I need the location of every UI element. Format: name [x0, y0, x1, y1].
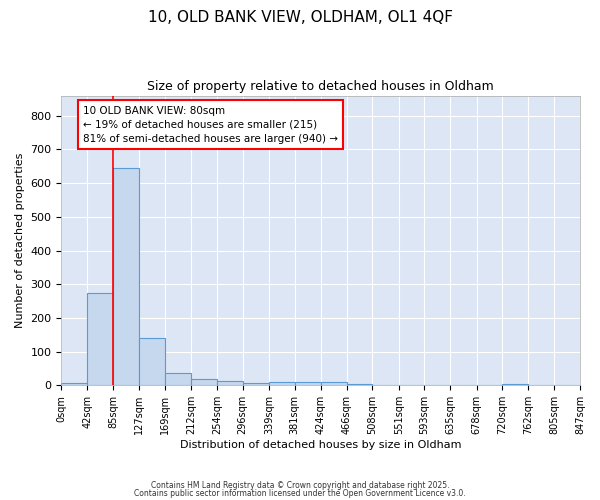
Bar [269, 382, 295, 386]
Bar [191, 380, 217, 386]
X-axis label: Distribution of detached houses by size in Oldham: Distribution of detached houses by size … [180, 440, 461, 450]
Bar [321, 382, 347, 386]
Y-axis label: Number of detached properties: Number of detached properties [15, 153, 25, 328]
Bar [87, 292, 113, 386]
Bar [373, 384, 399, 386]
Text: Contains HM Land Registry data © Crown copyright and database right 2025.: Contains HM Land Registry data © Crown c… [151, 481, 449, 490]
Text: Contains public sector information licensed under the Open Government Licence v3: Contains public sector information licen… [134, 488, 466, 498]
Bar [295, 382, 321, 386]
Bar [347, 384, 373, 386]
Bar [502, 384, 528, 386]
Bar [113, 168, 139, 386]
Bar [139, 338, 165, 386]
Bar [217, 382, 242, 386]
Text: 10 OLD BANK VIEW: 80sqm
← 19% of detached houses are smaller (215)
81% of semi-d: 10 OLD BANK VIEW: 80sqm ← 19% of detache… [83, 106, 338, 144]
Bar [165, 372, 191, 386]
Title: Size of property relative to detached houses in Oldham: Size of property relative to detached ho… [148, 80, 494, 93]
Bar [242, 383, 269, 386]
Bar [61, 382, 87, 386]
Text: 10, OLD BANK VIEW, OLDHAM, OL1 4QF: 10, OLD BANK VIEW, OLDHAM, OL1 4QF [148, 10, 452, 25]
